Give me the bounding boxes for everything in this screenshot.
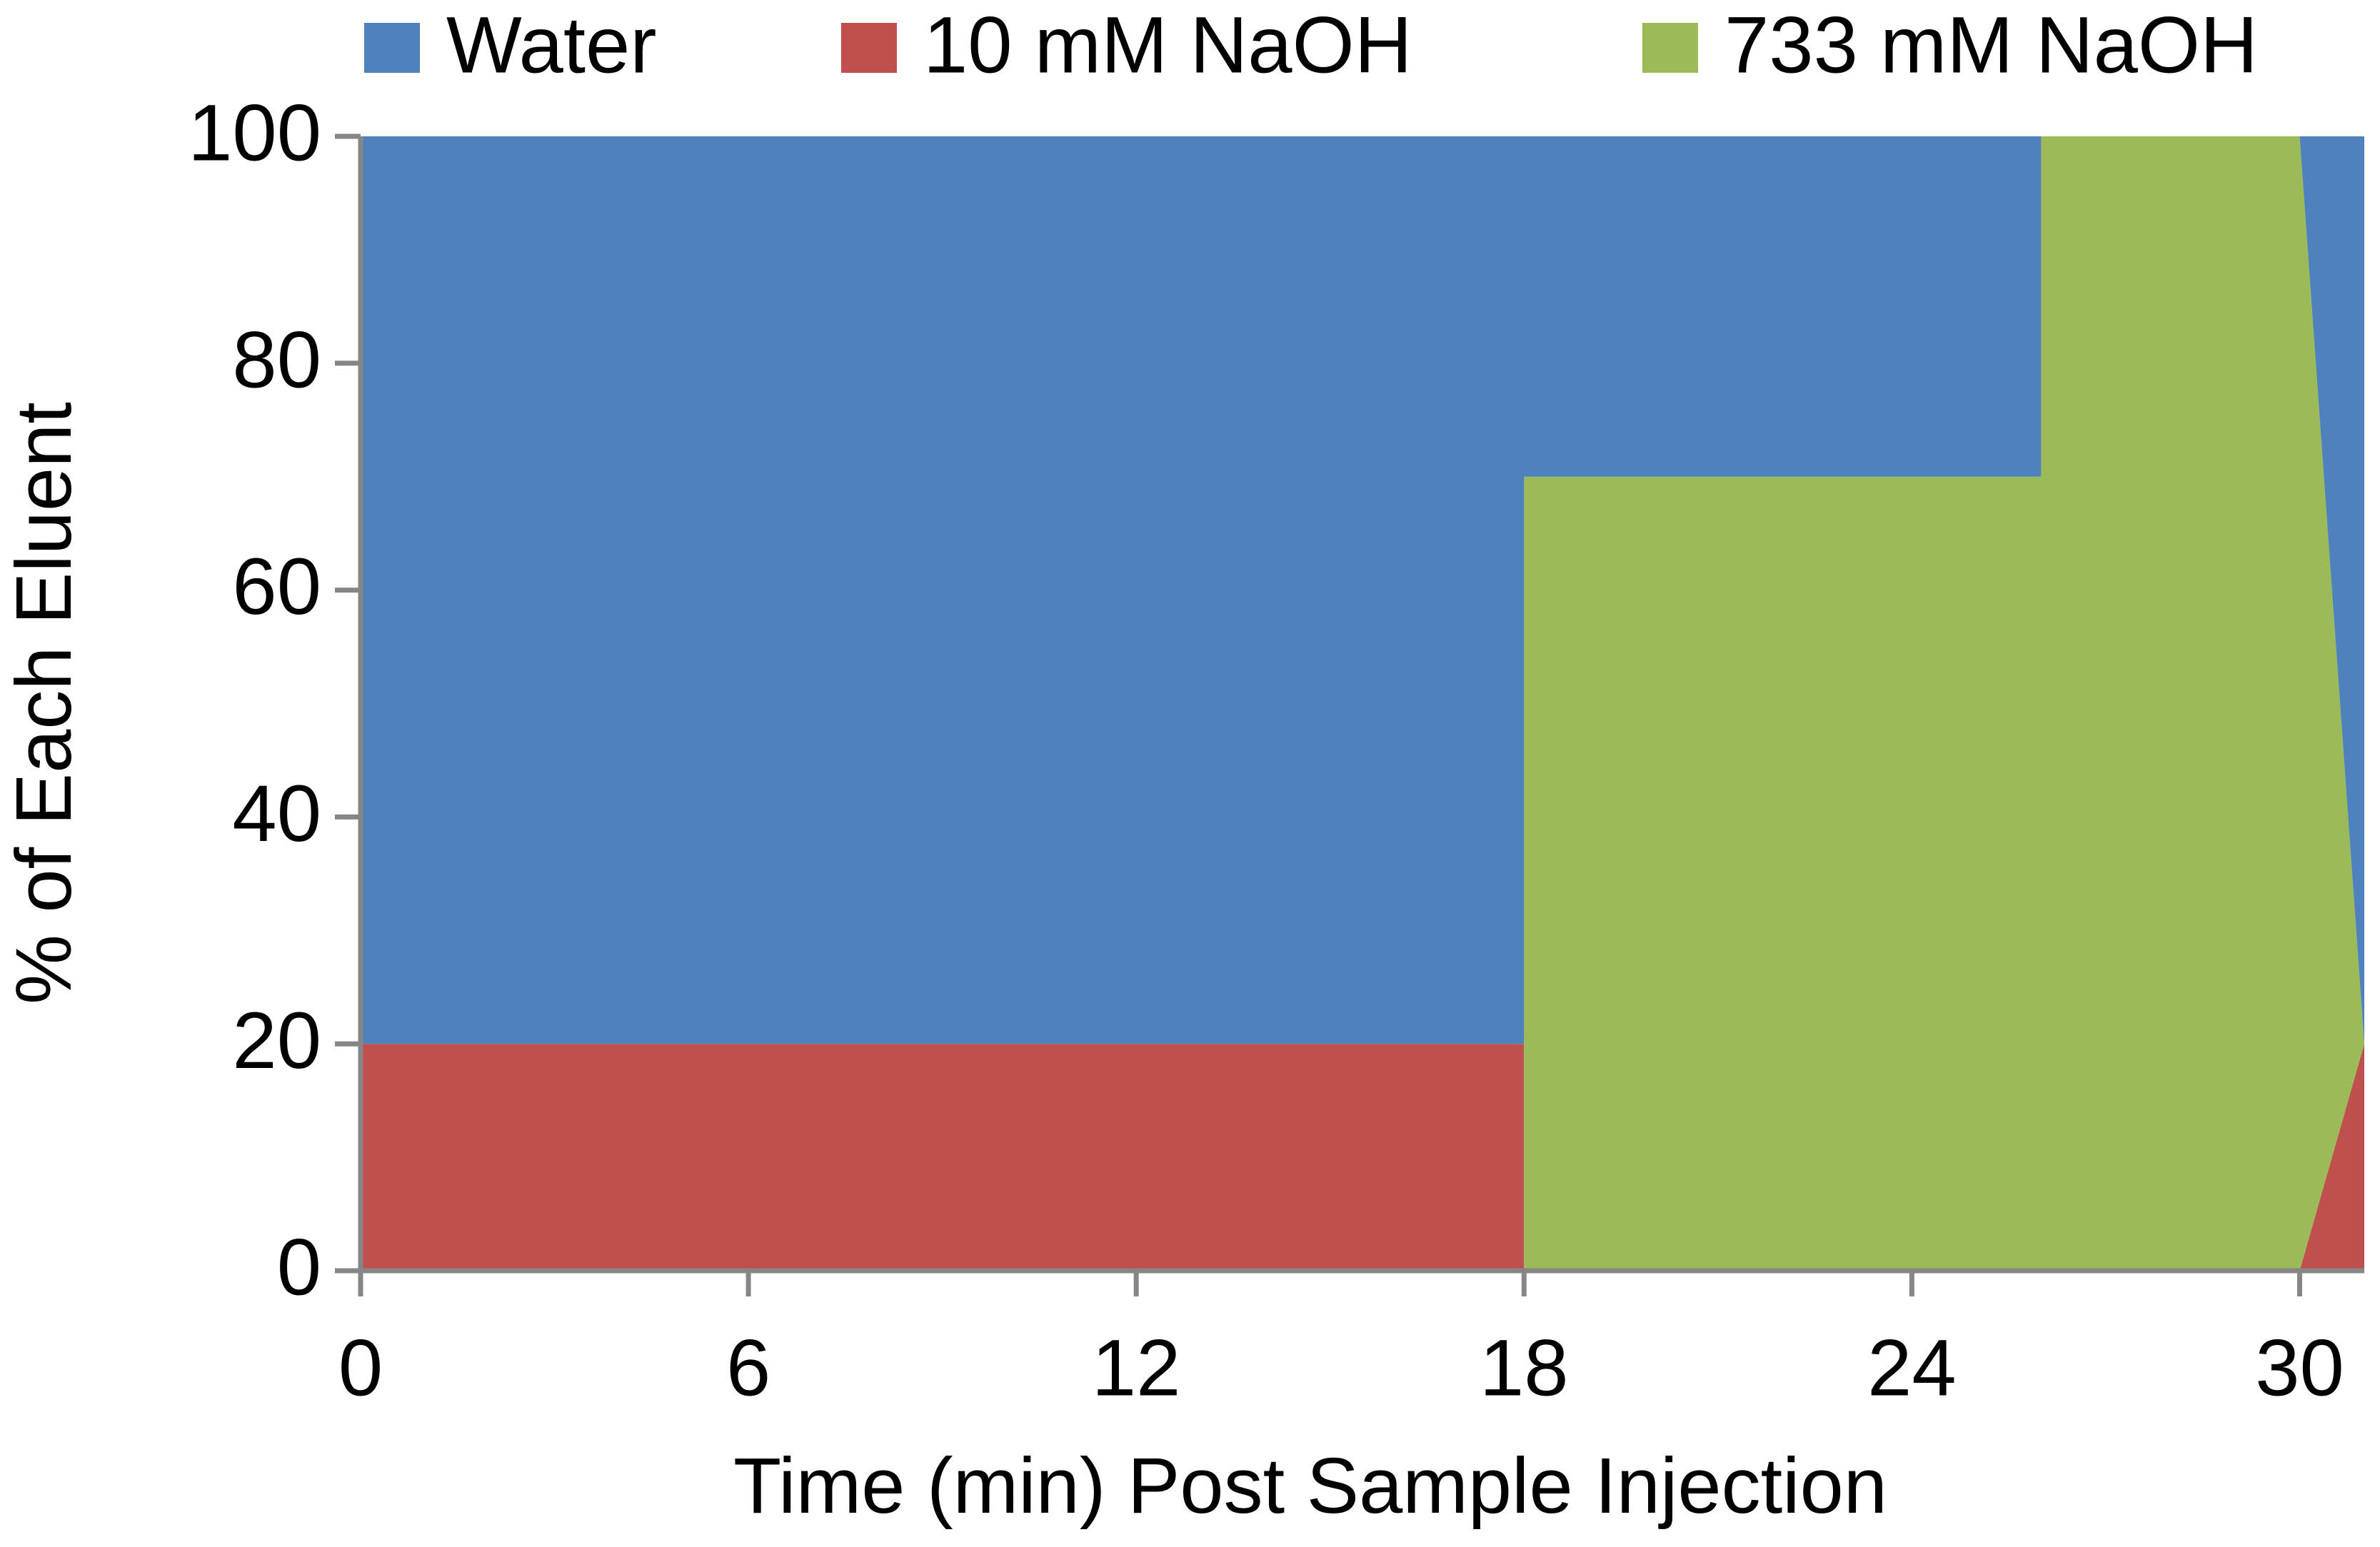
y-tick-label: 40 — [232, 769, 321, 858]
x-tick-label: 30 — [2255, 1324, 2344, 1413]
legend-swatch — [841, 23, 897, 73]
area — [361, 1044, 2364, 1271]
legend-label: 10 mM NaOH — [923, 1, 1412, 90]
y-tick-label: 60 — [232, 542, 321, 631]
x-axis-title: Time (min) Post Sample Injection — [733, 1442, 1887, 1530]
x-tick-label: 0 — [338, 1324, 383, 1413]
x-tick-label: 6 — [726, 1324, 770, 1413]
x-tick-label: 18 — [1480, 1324, 1569, 1413]
y-tick-label: 80 — [232, 315, 321, 404]
y-axis-title: % of Each Eluent — [0, 402, 88, 1004]
legend-swatch — [364, 23, 420, 73]
legend-swatch — [1642, 23, 1698, 73]
y-tick-label: 20 — [232, 996, 321, 1085]
y-tick-label: 100 — [188, 89, 321, 178]
legend-label: Water — [446, 1, 657, 90]
legend-label: 733 mM NaOH — [1724, 1, 2258, 90]
x-tick-label: 12 — [1092, 1324, 1181, 1413]
x-tick-label: 24 — [1867, 1324, 1957, 1413]
area — [361, 136, 2364, 1044]
area — [361, 136, 2364, 1271]
y-tick-label: 0 — [277, 1223, 321, 1312]
